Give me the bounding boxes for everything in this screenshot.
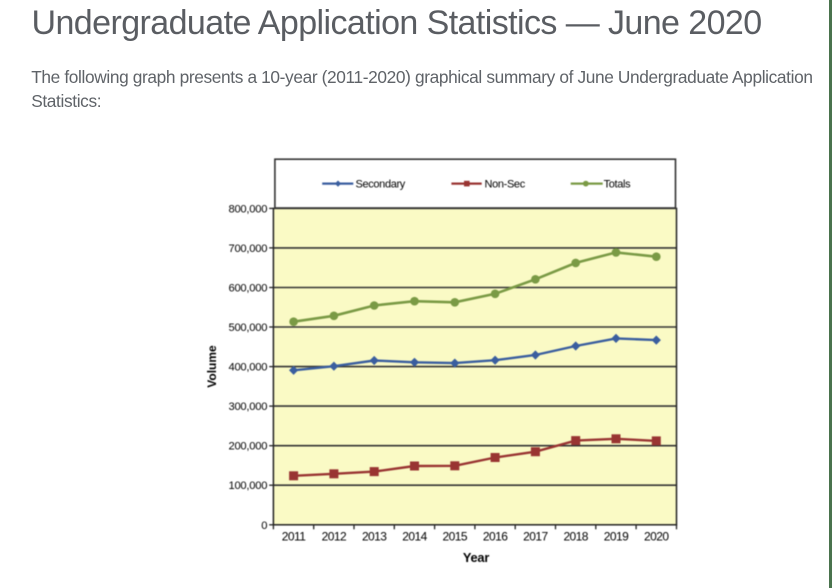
svg-text:400,000: 400,000: [228, 362, 267, 374]
svg-text:200,000: 200,000: [228, 441, 267, 453]
svg-text:0: 0: [261, 520, 267, 532]
svg-text:Totals: Totals: [604, 179, 631, 191]
svg-text:2013: 2013: [362, 530, 387, 544]
svg-text:2012: 2012: [322, 530, 347, 544]
svg-text:2018: 2018: [563, 530, 588, 544]
svg-text:2016: 2016: [483, 530, 508, 544]
svg-text:2014: 2014: [402, 530, 427, 544]
svg-text:2019: 2019: [604, 530, 629, 544]
svg-text:Non-Sec: Non-Sec: [485, 179, 526, 191]
svg-text:2020: 2020: [644, 530, 669, 544]
svg-text:Volume: Volume: [205, 345, 219, 388]
svg-text:700,000: 700,000: [228, 243, 267, 255]
svg-text:500,000: 500,000: [228, 322, 267, 334]
svg-text:600,000: 600,000: [228, 283, 267, 295]
svg-text:2017: 2017: [523, 530, 548, 544]
svg-text:Secondary: Secondary: [356, 179, 406, 191]
svg-text:Year: Year: [463, 550, 489, 565]
svg-text:2015: 2015: [443, 530, 468, 544]
svg-text:2011: 2011: [282, 530, 306, 544]
svg-text:800,000: 800,000: [228, 203, 267, 215]
svg-text:300,000: 300,000: [228, 401, 267, 413]
svg-text:100,000: 100,000: [228, 480, 267, 492]
